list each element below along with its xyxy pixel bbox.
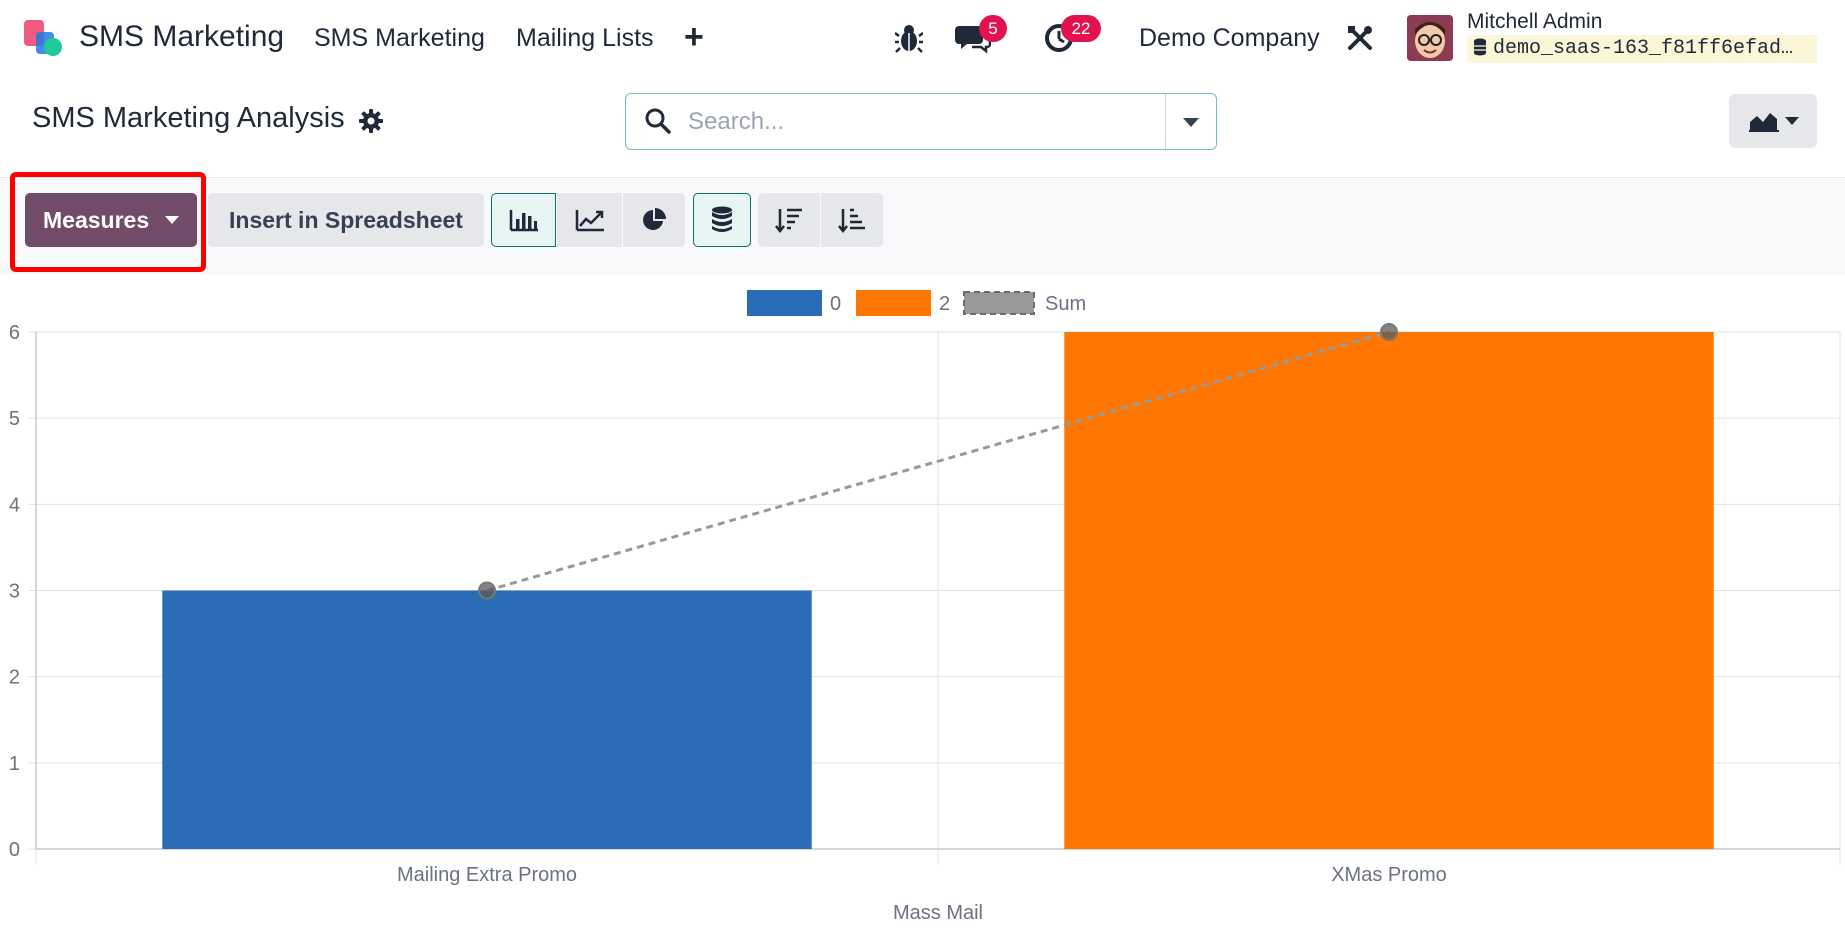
search-icon: [645, 108, 671, 134]
database-label: demo_saas-163_f81ff6efad…: [1493, 37, 1794, 60]
y-tick-label: 3: [9, 581, 20, 603]
top-navbar: SMS Marketing SMS Marketing Mailing List…: [0, 0, 1845, 77]
messages-badge: 5: [979, 15, 1007, 42]
x-tick-label: Mailing Extra Promo: [397, 864, 577, 886]
sort-ascending-icon: [838, 208, 865, 233]
sort-descending-icon: [775, 208, 802, 233]
sum-point: [1380, 323, 1398, 341]
chart-area: 0 1 2 3 4 5 6 Mailing Extra Promo XMas Promo Mass…: [0, 280, 1845, 942]
y-tick-label: 5: [9, 408, 20, 430]
measures-highlight-box: [10, 172, 206, 272]
caret-down-icon: [165, 216, 179, 224]
sort-ascending-button[interactable]: [821, 193, 883, 247]
tools-icon[interactable]: [1346, 22, 1374, 54]
search-input[interactable]: [686, 102, 1190, 142]
legend-swatch-2: [856, 290, 931, 316]
bug-icon[interactable]: [895, 22, 923, 54]
view-switcher-button[interactable]: [1729, 94, 1817, 148]
avatar-icon: [1407, 15, 1453, 61]
user-name[interactable]: Mitchell Admin: [1467, 10, 1603, 33]
company-switcher[interactable]: Demo Company: [1139, 24, 1320, 52]
stacked-toggle-button[interactable]: [693, 193, 751, 247]
menu-add-icon[interactable]: +: [684, 18, 704, 56]
sort-descending-button[interactable]: [758, 193, 820, 247]
line-chart-button[interactable]: [557, 193, 622, 247]
menu-mailing-lists[interactable]: Mailing Lists: [516, 24, 654, 52]
search-bar: [625, 93, 1217, 150]
legend-label-0: 0: [830, 293, 841, 315]
line-chart-icon: [575, 210, 604, 232]
x-axis-title: Mass Mail: [893, 902, 983, 924]
user-avatar[interactable]: [1407, 15, 1453, 61]
y-tick-label: 6: [9, 322, 20, 344]
area-chart-icon: [1749, 113, 1779, 132]
database-icon: [1474, 38, 1486, 56]
app-name[interactable]: SMS Marketing: [79, 20, 285, 53]
x-tick-label: XMas Promo: [1331, 864, 1447, 886]
pie-chart-icon: [643, 208, 666, 230]
search-options-toggle[interactable]: [1165, 94, 1216, 149]
menu-sms-marketing[interactable]: SMS Marketing: [314, 24, 485, 52]
sum-point: [478, 581, 496, 600]
chevron-down-icon: [1785, 117, 1799, 125]
measures-label: Measures: [43, 207, 150, 233]
page-title: SMS Marketing Analysis: [32, 102, 345, 134]
pie-chart-button[interactable]: [623, 193, 685, 247]
bar-chart-icon: [509, 210, 538, 232]
legend-label-2: 2: [939, 293, 950, 315]
app-logo-icon[interactable]: [22, 18, 64, 60]
y-tick-label: 4: [9, 494, 20, 516]
sum-line: [486, 330, 1390, 592]
bar-series-2: [1064, 332, 1714, 849]
legend-swatch-0: [747, 290, 822, 316]
stacked-icon: [712, 206, 732, 232]
measures-button[interactable]: Measures: [25, 193, 197, 247]
y-tick-label: 1: [9, 753, 20, 775]
database-name: demo_saas-163_f81ff6efad…: [1467, 35, 1817, 63]
bar-series-0: [162, 590, 812, 849]
y-tick-label: 0: [9, 839, 20, 861]
bar-chart-button[interactable]: [491, 193, 556, 247]
legend-swatch-sum: [963, 291, 1035, 315]
bar-chart: 0 1 2 3 4 5 6 Mailing Extra Promo XMas Promo Mass…: [9, 290, 1841, 924]
activities-badge: 22: [1061, 15, 1101, 42]
y-tick-label: 2: [9, 667, 20, 689]
legend-label-sum: Sum: [1045, 293, 1086, 315]
gear-icon[interactable]: [358, 108, 384, 134]
insert-spreadsheet-button[interactable]: Insert in Spreadsheet: [208, 193, 484, 247]
